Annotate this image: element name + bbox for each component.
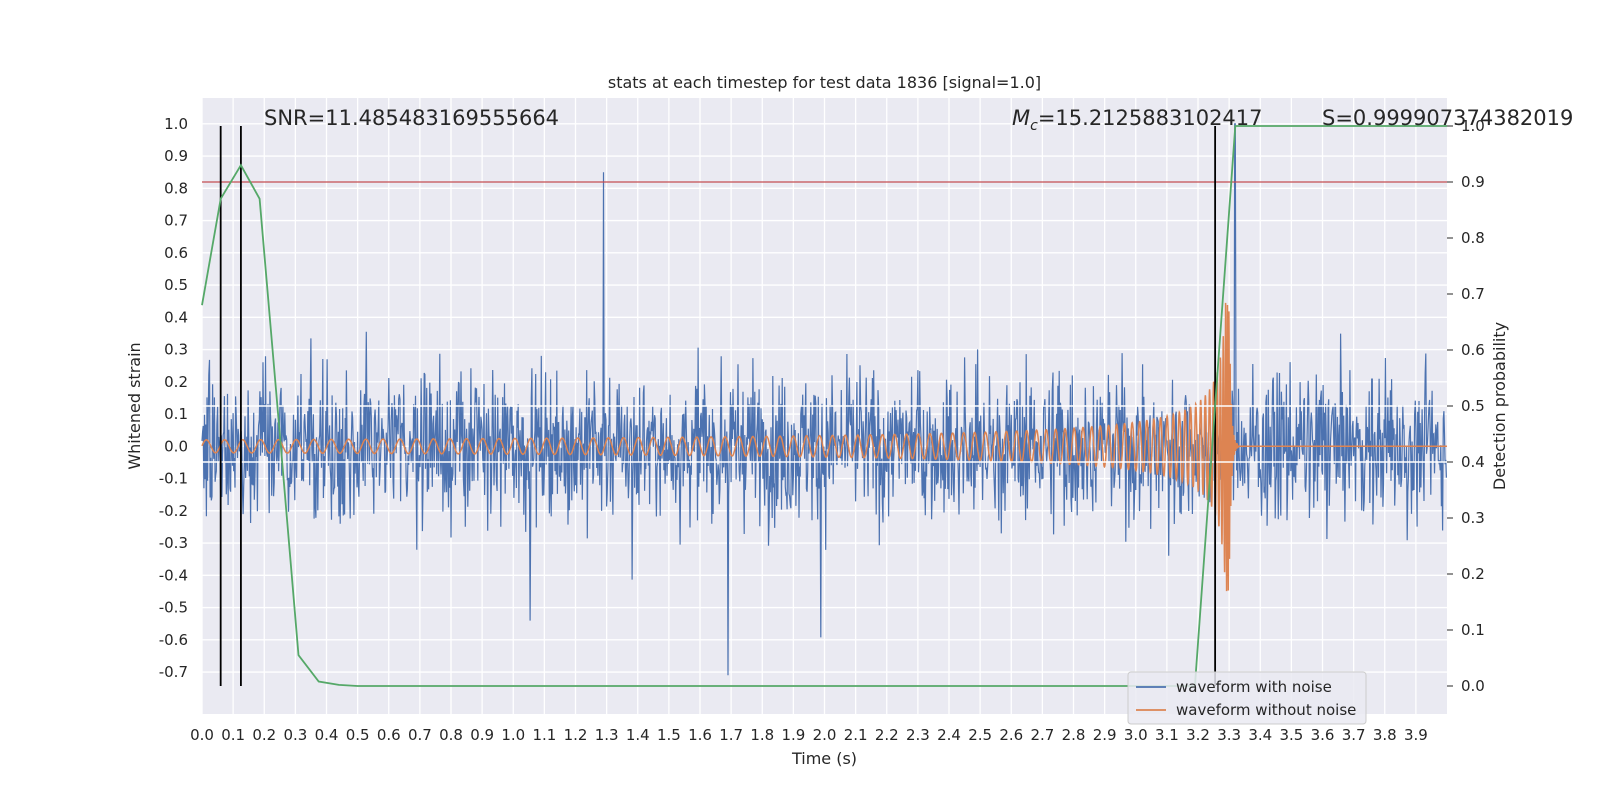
y-tick-label: -0.3 [159,534,188,552]
reference-lines-layer [201,125,1447,687]
x-tick-label: 1.8 [750,726,774,744]
y2-tick-label: 0.4 [1461,453,1485,471]
y-tick-label: 0.1 [164,405,188,423]
y2-tick-label: 0.2 [1461,565,1485,583]
x-tick-label: 0.8 [439,726,463,744]
legend-label-noise: waveform with noise [1176,678,1332,696]
x-tick-label: 2.1 [844,726,868,744]
x-tick-label: 3.3 [1217,726,1241,744]
x-tick-label: 1.9 [781,726,805,744]
x-tick-label: 0.3 [283,726,307,744]
x-tick-label: 1.7 [719,726,743,744]
y2-axis-label: Detection probability [1490,322,1509,490]
legend-label-clean: waveform without noise [1176,701,1356,719]
x-tick-label: 3.8 [1373,726,1397,744]
chart-title: stats at each timestep for test data 183… [608,73,1041,92]
legend-box [1127,671,1367,725]
legend: waveform with noise waveform without noi… [1127,671,1367,725]
series-detection-probability [201,125,1447,687]
x-tick-label: 1.2 [564,726,588,744]
y-tick-label: 0.0 [164,437,188,455]
y-tick-label: 0.9 [164,147,188,165]
x-tick-label: 2.3 [906,726,930,744]
x-tick-label: 3.4 [1248,726,1272,744]
x-tick-label: 1.6 [688,726,712,744]
x-tick-label: 1.4 [626,726,650,744]
x-tick-label: 3.0 [1124,726,1148,744]
x-tick-label: 3.7 [1342,726,1366,744]
y-tick-label: -0.5 [159,599,188,617]
y2-tick-label: 0.5 [1461,397,1485,415]
y-tick-label: -0.4 [159,566,188,584]
x-axis-label: Time (s) [791,749,857,768]
x-tick-label: 0.1 [221,726,245,744]
chirp-mass-value: =15.2125883102417 [1038,106,1263,130]
x-tick-label: 2.5 [968,726,992,744]
y2-tick-label: 0.9 [1461,173,1485,191]
x-tick-label: 2.4 [937,726,961,744]
y-tick-label: 0.8 [164,179,188,197]
y-tick-label: 0.6 [164,244,188,262]
y-tick-label: -0.1 [159,470,188,488]
x-tick-label: 2.8 [1062,726,1086,744]
x-tick-label: 3.2 [1186,726,1210,744]
chirp-mass-symbol: M [1012,106,1030,130]
x-tick-label: 0.7 [408,726,432,744]
ticks-layer: 0.0 0.1 0.2 0.3 0.4 0.5 0.6 0.7 0.8 0.9 1.0 1.1 1.2 1… [159,115,1485,744]
y2-tick-label: 0.0 [1461,677,1485,695]
x-tick-label: 2.7 [1030,726,1054,744]
x-tick-label: 0.5 [346,726,370,744]
x-tick-label: 0.4 [315,726,339,744]
x-tick-label: 0.9 [470,726,494,744]
x-tick-label: 0.2 [252,726,276,744]
y-tick-label: 1.0 [164,115,188,133]
y-tick-label: 0.5 [164,276,188,294]
y2-tick-label: 0.8 [1461,229,1485,247]
x-tick-label: 1.3 [595,726,619,744]
y-axis-label: Whitened strain [125,342,144,469]
x-tick-label: 2.6 [999,726,1023,744]
series-waveform-with-noise [201,123,1447,676]
x-tick-label: 1.0 [501,726,525,744]
chirp-mass-annotation: Mc=15.2125883102417 [1012,106,1263,134]
chirp-mass-subscript: c [1030,118,1038,134]
y2-tick-label: 0.1 [1461,621,1485,639]
x-tick-label: 2.0 [813,726,837,744]
x-tick-label: 1.5 [657,726,681,744]
y2-tick-label: 1.0 [1461,117,1485,135]
series-layer [201,123,1447,676]
x-tick-label: 3.1 [1155,726,1179,744]
y-tick-label: -0.2 [159,502,188,520]
snr-annotation: SNR=11.485483169555664 [264,106,559,130]
y-tick-label: 0.3 [164,341,188,359]
x-tick-label: 2.9 [1093,726,1117,744]
x-tick-label: 0.6 [377,726,401,744]
y2-tick-label: 0.6 [1461,341,1485,359]
x-tick-label: 2.2 [875,726,899,744]
x-tick-label: 3.6 [1311,726,1335,744]
y-tick-label: 0.4 [164,308,188,326]
y-tick-label: 0.7 [164,212,188,230]
s-annotation: S=0.999907374382019 [1322,106,1573,130]
y-tick-label: -0.6 [159,631,188,649]
x-tick-label: 1.1 [532,726,556,744]
x-tick-label: 3.9 [1404,726,1428,744]
x-tick-label: 3.5 [1279,726,1303,744]
y-tick-label: 0.2 [164,373,188,391]
y2-tick-label: 0.7 [1461,285,1485,303]
y-tick-label: -0.7 [159,663,188,681]
series-waveform-without-noise [201,302,1447,592]
y2-tick-label: 0.3 [1461,509,1485,527]
x-tick-label: 0.0 [190,726,214,744]
